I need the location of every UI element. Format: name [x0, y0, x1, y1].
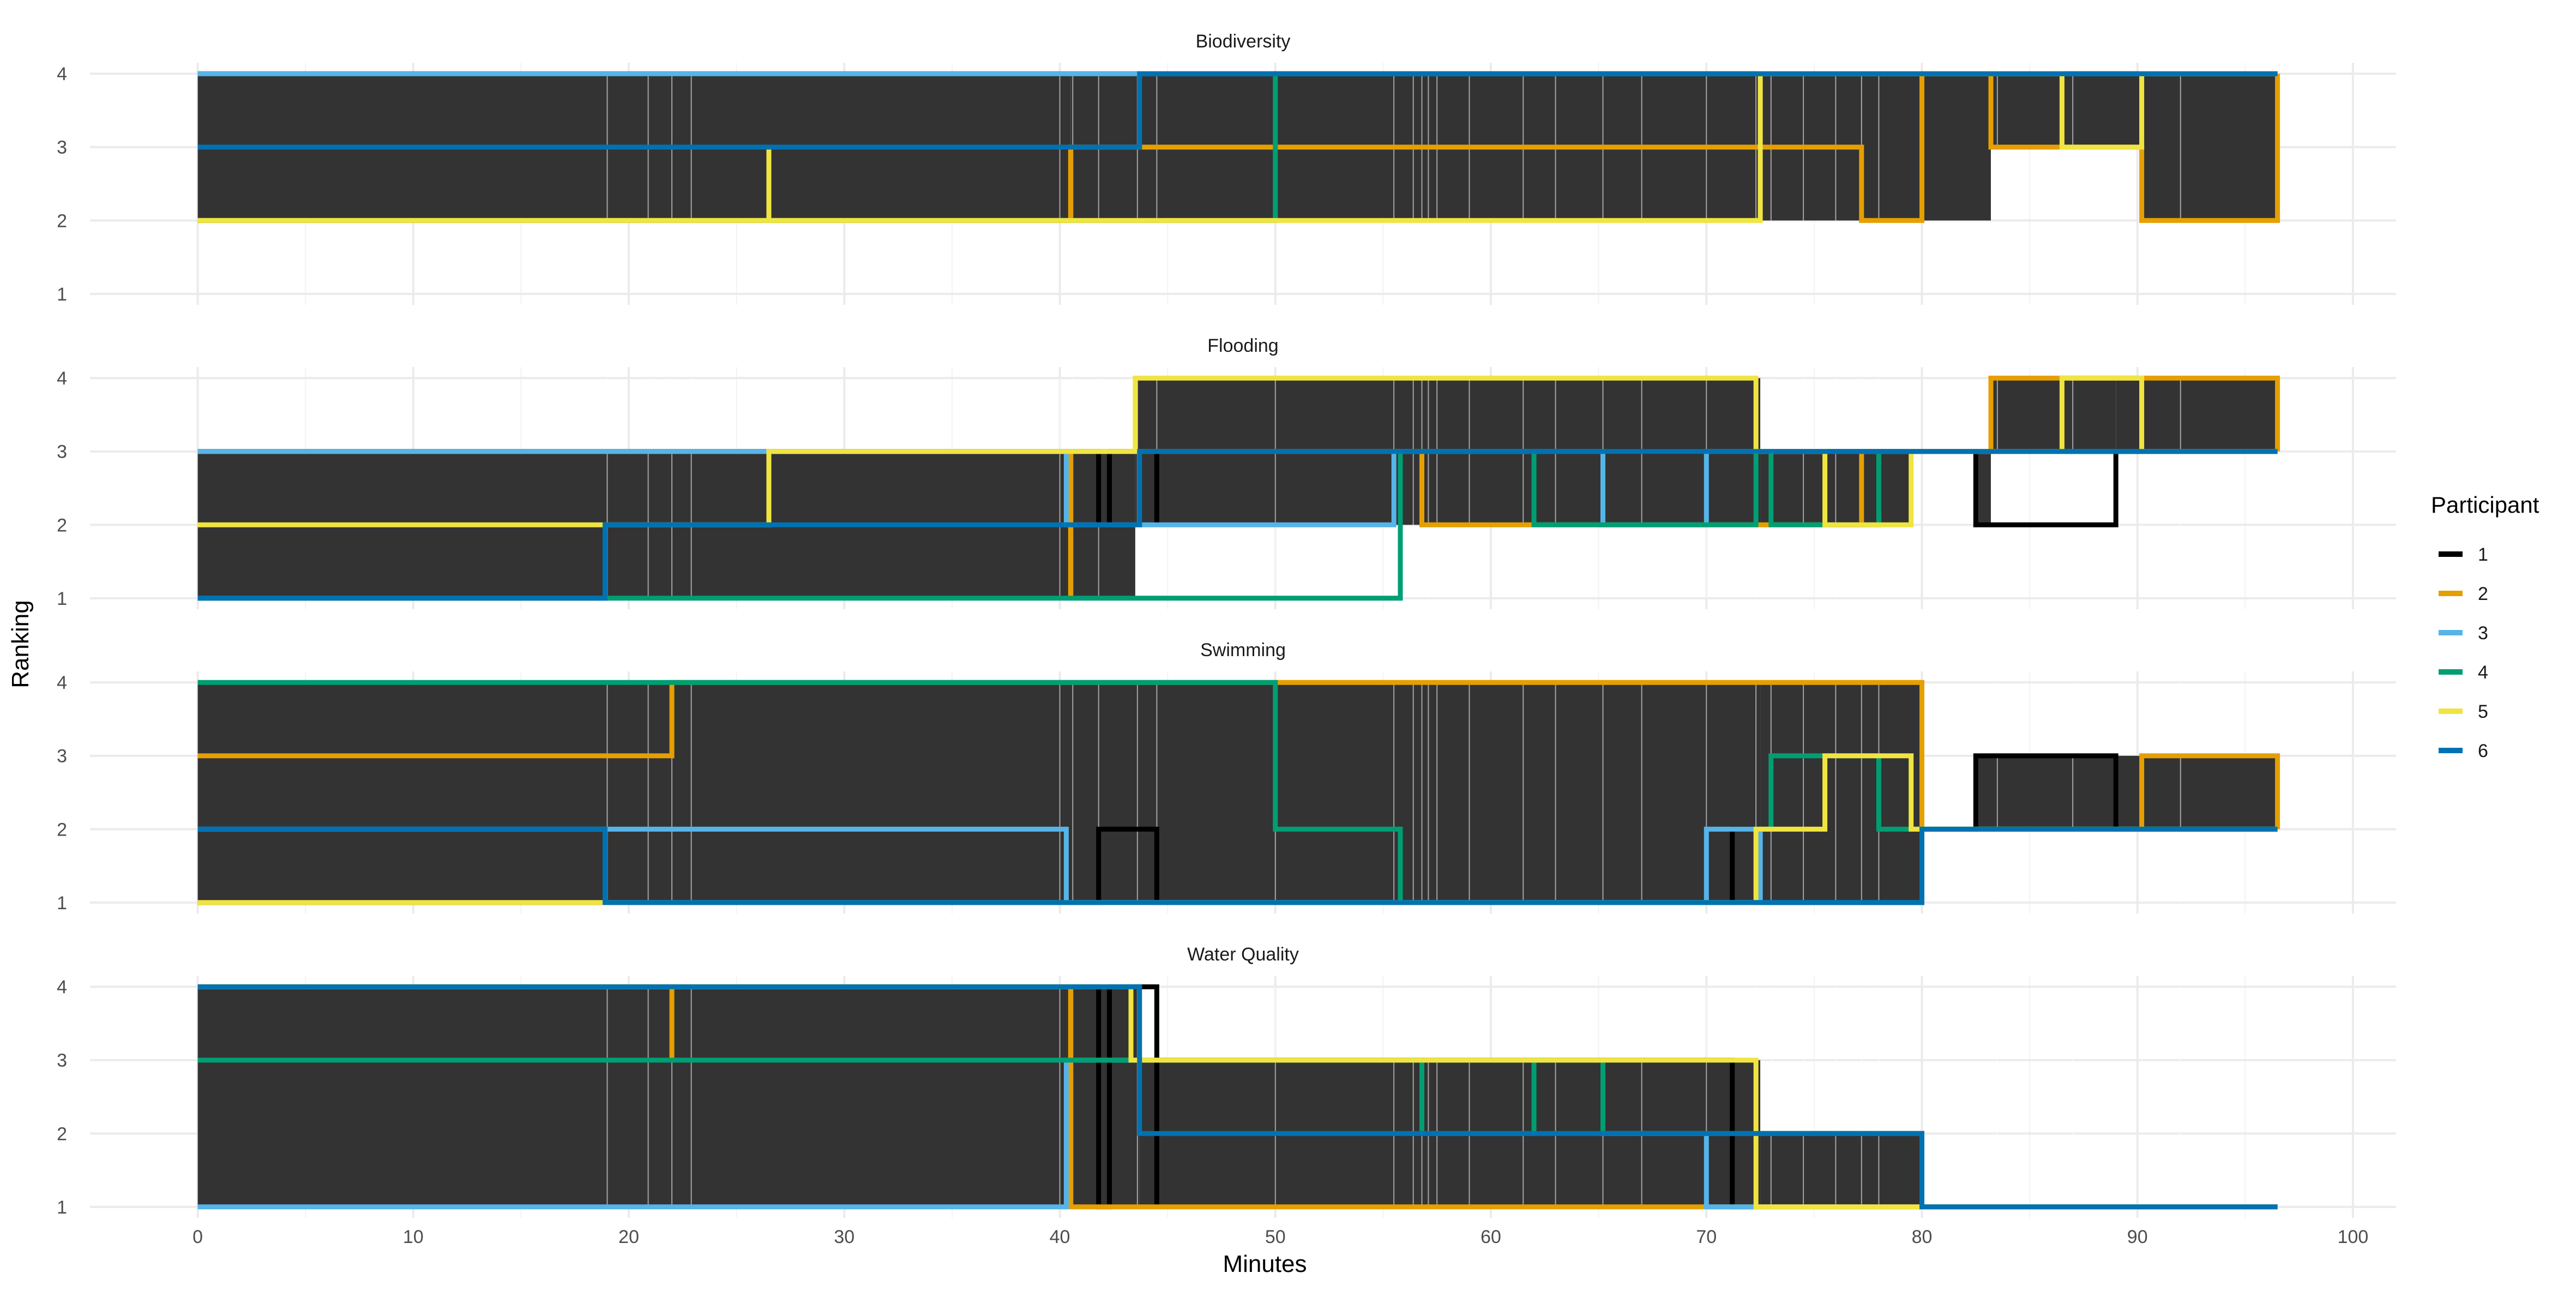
range-fill — [1861, 74, 1991, 221]
x-axis-title: Minutes — [1223, 1251, 1307, 1277]
panel-flooding: Flooding 1 2 3 4 — [57, 335, 2396, 609]
y-tick-label: 2 — [57, 515, 67, 536]
range-fill — [1070, 987, 1140, 1207]
legend-label-participant-5: 5 — [2478, 701, 2488, 722]
range-fill — [1990, 378, 2116, 452]
range-fill — [1976, 451, 1991, 525]
series-line-participant-2 — [197, 375, 2280, 598]
y-tick-label: 2 — [57, 819, 67, 840]
y-tick-label: 3 — [57, 746, 67, 767]
legend-label-participant-3: 3 — [2478, 623, 2488, 644]
y-tick-label: 4 — [57, 977, 67, 998]
x-tick-label: 80 — [1912, 1227, 1933, 1247]
range-fill — [1760, 1133, 1922, 1207]
x-tick-label: 90 — [2127, 1227, 2148, 1247]
y-tick-label: 1 — [57, 893, 67, 914]
legend-label-participant-4: 4 — [2478, 662, 2488, 683]
range-fill — [607, 682, 1275, 903]
y-axis-title: Ranking — [7, 600, 34, 688]
series-line-participant-6 — [197, 826, 2278, 905]
x-tick-label: 50 — [1265, 1227, 1286, 1247]
series-line-participant-4 — [197, 449, 2278, 601]
y-tick-label: 3 — [57, 1050, 67, 1071]
x-tick-label: 10 — [403, 1227, 424, 1247]
range-fill — [197, 682, 607, 903]
legend-label-participant-1: 1 — [2478, 544, 2488, 565]
y-tick-label: 3 — [57, 137, 67, 158]
panel-title: Biodiversity — [1196, 31, 1291, 52]
panel-water-quality: Water Quality 1 2 3 4 — [57, 944, 2396, 1218]
x-tick-label: 40 — [1050, 1227, 1070, 1247]
x-tick-label: 100 — [2338, 1227, 2369, 1247]
y-tick-label: 2 — [57, 1124, 67, 1144]
y-tick-label: 4 — [57, 672, 67, 693]
y-tick-label: 2 — [57, 211, 67, 231]
y-tick-label: 1 — [57, 589, 67, 609]
panel-biodiversity: Biodiversity 1 2 3 4 — [57, 31, 2396, 305]
range-fill — [197, 987, 1071, 1207]
legend-label-participant-2: 2 — [2478, 584, 2488, 604]
x-tick-label: 30 — [834, 1227, 854, 1247]
series-line-participant-6 — [197, 449, 2278, 601]
legend-label-participant-6: 6 — [2478, 741, 2488, 761]
range-fill — [2141, 755, 2278, 830]
series-line-participant-5 — [197, 375, 2278, 527]
y-tick-label: 1 — [57, 284, 67, 305]
y-tick-label: 4 — [57, 64, 67, 85]
panel-swimming: Swimming 1 2 3 4 — [57, 640, 2396, 914]
x-tick-label: 20 — [618, 1227, 639, 1247]
x-tick-label: 70 — [1696, 1227, 1717, 1247]
panel-title: Swimming — [1200, 640, 1286, 660]
y-tick-label: 1 — [57, 1197, 67, 1218]
series-line-participant-6 — [197, 71, 2278, 150]
panel-title: Water Quality — [1187, 944, 1299, 965]
legend-title: Participant — [2431, 492, 2539, 518]
range-fill — [2141, 74, 2278, 221]
panel-title: Flooding — [1207, 335, 1278, 356]
y-tick-label: 3 — [57, 442, 67, 463]
y-tick-label: 4 — [57, 368, 67, 389]
range-fill — [1760, 682, 1922, 903]
x-tick-label: 0 — [192, 1227, 203, 1247]
x-tick-label: 60 — [1480, 1227, 1501, 1247]
series-line-participant-6 — [197, 984, 2278, 1210]
range-fill — [1990, 74, 2142, 147]
range-fill — [1275, 682, 1761, 903]
